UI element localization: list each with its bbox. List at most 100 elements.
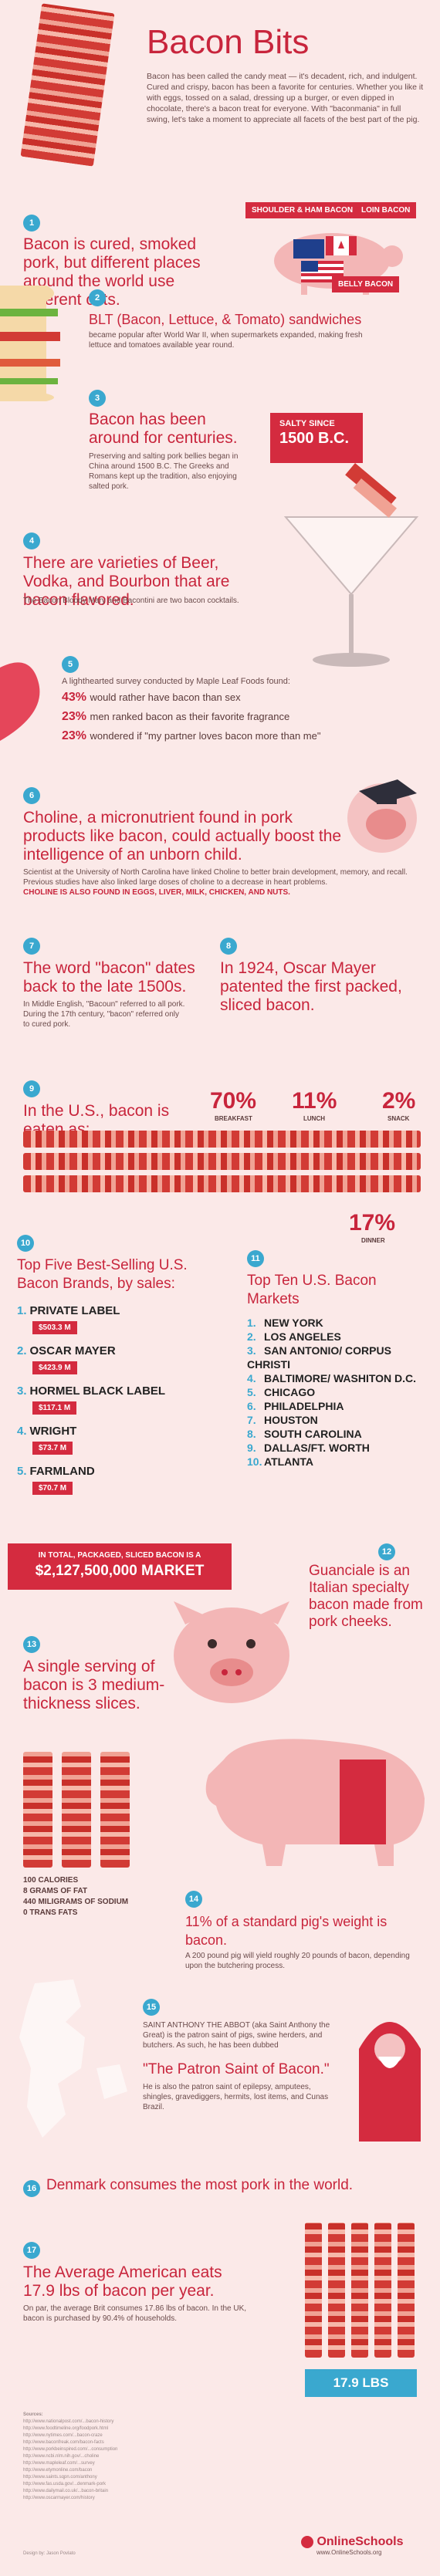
brand-rank: 3. xyxy=(17,1384,27,1398)
source-link[interactable]: http://www.saints.sqpn.com/anthony xyxy=(23,2475,97,2480)
brand-value: $503.3 M xyxy=(32,1321,77,1334)
brand-value: $423.9 M xyxy=(32,1361,77,1374)
salty-since-label: SALTY SINCE xyxy=(279,419,335,428)
section-number-10: 10 xyxy=(17,1235,34,1252)
source-link[interactable]: http://www.mapleleaf.com/...survey xyxy=(23,2461,95,2466)
section-number-12: 12 xyxy=(378,1543,395,1560)
s5-pct-1: 43% xyxy=(62,691,87,704)
s5-row-2: 23% men ranked bacon as their favorite f… xyxy=(62,710,425,724)
trans-fat-line: 0 TRANS FATS xyxy=(23,1908,78,1917)
s14-heading: 11% of a standard pig's weight is bacon. xyxy=(185,1914,388,1948)
market-name: BALTIMORE/ WASHITON D.C. xyxy=(264,1372,417,1384)
s7-body: In Middle English, "Bacoun" referred to … xyxy=(23,1000,185,1029)
source-link[interactable]: http://www.porkbeinspired.com/...consump… xyxy=(23,2447,118,2452)
salty-since-value: 1500 B.C. xyxy=(279,430,350,447)
sodium-line: 440 MILIGRAMS OF SODIUM xyxy=(23,1898,129,1906)
market-name: LOS ANGELES xyxy=(264,1330,341,1343)
s7-heading: The word "bacon" dates back to the late … xyxy=(23,959,195,996)
logo-text: OnlineSchools xyxy=(316,2535,404,2548)
bacon-slice-1 xyxy=(23,1752,52,1868)
s15-body-2: He is also the patron saint of epilepsy,… xyxy=(143,2083,329,2111)
source-link[interactable]: http://www.nationalpost.com/...bacon-his… xyxy=(23,2419,114,2424)
markets-list: 1. NEW YORK 2. LOS ANGELES 3. SAN ANTONIO/ … xyxy=(247,1316,425,1469)
source-link[interactable]: http://www.fas.usda.gov/...denmark-pork xyxy=(23,2482,107,2486)
source-link[interactable]: http://www.oscarmayer.com/history xyxy=(23,2496,95,2500)
section-number-1: 1 xyxy=(23,215,40,232)
section-number-8: 8 xyxy=(220,938,237,955)
bacon-stack-4 xyxy=(374,2223,391,2358)
onlineschools-logo[interactable]: OnlineSchools www.OnlineSchools.org xyxy=(301,2535,425,2556)
s17-heading: The Average American eats 17.9 lbs of ba… xyxy=(23,2263,222,2300)
brand-rank: 1. xyxy=(17,1304,27,1317)
s5-intro: A lighthearted survey conducted by Maple… xyxy=(62,677,290,686)
snack-label: SNACK xyxy=(388,1115,410,1122)
s10-heading: Top Five Best-Selling U.S. Bacon Brands,… xyxy=(17,1257,188,1292)
source-link[interactable]: http://www.dailymail.co.uk/...bacon-brit… xyxy=(23,2489,109,2493)
bacon-stack-5 xyxy=(398,2223,415,2358)
tag-shoulder-ham: SHOULDER & HAM BACON xyxy=(245,202,360,218)
market-item: 10. ATLANTA xyxy=(247,1455,425,1469)
logo-url: www.OnlineSchools.org xyxy=(316,2549,382,2557)
s4-heading: There are varieties of Beer, Vodka, and … xyxy=(23,554,230,609)
brand-name: OSCAR MAYER xyxy=(29,1344,116,1357)
s5-pct-2: 23% xyxy=(62,710,87,723)
market-rank: 9. xyxy=(247,1442,256,1454)
section-number-3: 3 xyxy=(89,390,106,407)
s11-heading: Top Ten U.S. Bacon Markets xyxy=(247,1273,377,1307)
market-name: SAN ANTONIO/ CORPUS CHRISTI xyxy=(247,1344,391,1371)
bacon-slice-3 xyxy=(100,1752,130,1868)
lbs-badge: 17.9 LBS xyxy=(305,2369,417,2397)
market-rank: 5. xyxy=(247,1386,256,1398)
s16-heading: Denmark consumes the most pork in the wo… xyxy=(46,2177,354,2193)
brand-row-3: 3. HORMEL BLACK LABEL xyxy=(17,1384,165,1398)
bacon-stack-3 xyxy=(351,2223,368,2358)
s4-body: The Bacon Bloody Mary and Bacontini are … xyxy=(23,597,239,605)
brand-name: PRIVATE LABEL xyxy=(29,1304,120,1317)
section-number-11: 11 xyxy=(247,1250,264,1267)
bacon-strip-header xyxy=(20,3,115,167)
section-number-15: 15 xyxy=(143,1999,160,2016)
market-rank: 8. xyxy=(247,1428,256,1440)
tag-belly: BELLY BACON xyxy=(332,276,400,292)
brand-rank: 4. xyxy=(17,1425,27,1438)
market-banner-label: IN TOTAL, PACKAGED, SLICED BACON IS A xyxy=(38,1551,201,1560)
s17-body: On par, the average Brit consumes 17.86 … xyxy=(23,2304,247,2323)
s5-pct-3: 23% xyxy=(62,729,87,742)
market-item: 8. SOUTH CAROLINA xyxy=(247,1427,425,1441)
market-item: 9. DALLAS/FT. WORTH xyxy=(247,1441,425,1455)
section-number-4: 4 xyxy=(23,532,40,549)
source-link[interactable]: http://www.etymonline.com/bacon xyxy=(23,2468,93,2473)
brand-name: FARMLAND xyxy=(29,1465,95,1478)
brand-row-2: 2. OSCAR MAYER xyxy=(17,1344,116,1357)
lunch-pct: 11% xyxy=(292,1088,337,1114)
market-item: 3. SAN ANTONIO/ CORPUS CHRISTI xyxy=(247,1344,425,1371)
brand-value: $70.7 M xyxy=(32,1482,73,1495)
market-rank: 2. xyxy=(247,1330,256,1343)
market-banner: IN TOTAL, PACKAGED, SLICED BACON IS A $2… xyxy=(8,1543,232,1590)
source-link[interactable]: http://www.foodtimeline.org/foodpork.htm… xyxy=(23,2426,109,2431)
s14-body: A 200 pound pig will yield roughly 20 po… xyxy=(185,1952,410,1970)
section-number-6: 6 xyxy=(23,787,40,804)
s5-row-3: 23% wondered if "my partner loves bacon … xyxy=(62,729,425,743)
section-number-7: 7 xyxy=(23,938,40,955)
breakfast-label: BREAKFAST xyxy=(215,1115,252,1122)
market-rank: 3. xyxy=(247,1344,256,1357)
source-link[interactable]: http://www.nytimes.com/...bacon-craze xyxy=(23,2433,103,2438)
market-name: PHILADELPHIA xyxy=(264,1400,344,1412)
source-link[interactable]: http://www.baconfreak.com/bacon-facts xyxy=(23,2440,104,2445)
market-item: 5. CHICAGO xyxy=(247,1385,425,1399)
denmark-map-icon xyxy=(12,1976,135,2145)
market-banner-value: $2,127,500,000 MARKET xyxy=(35,1563,205,1579)
s6-body: Scientist at the University of North Car… xyxy=(23,868,408,887)
brand-value: $117.1 M xyxy=(32,1401,77,1415)
logo-icon xyxy=(301,2536,313,2548)
section-number-2: 2 xyxy=(89,289,106,306)
market-item: 4. BALTIMORE/ WASHITON D.C. xyxy=(247,1371,425,1385)
market-item: 6. PHILADELPHIA xyxy=(247,1399,425,1413)
source-link[interactable]: http://www.ncbi.nlm.nih.gov/...choline xyxy=(23,2454,100,2459)
section-number-9: 9 xyxy=(23,1080,40,1097)
section-number-14: 14 xyxy=(185,1891,202,1908)
s5-text-2: men ranked bacon as their favorite fragr… xyxy=(90,711,290,722)
lunch-label: LUNCH xyxy=(303,1115,325,1122)
tag-loin: LOIN BACON xyxy=(355,202,417,218)
